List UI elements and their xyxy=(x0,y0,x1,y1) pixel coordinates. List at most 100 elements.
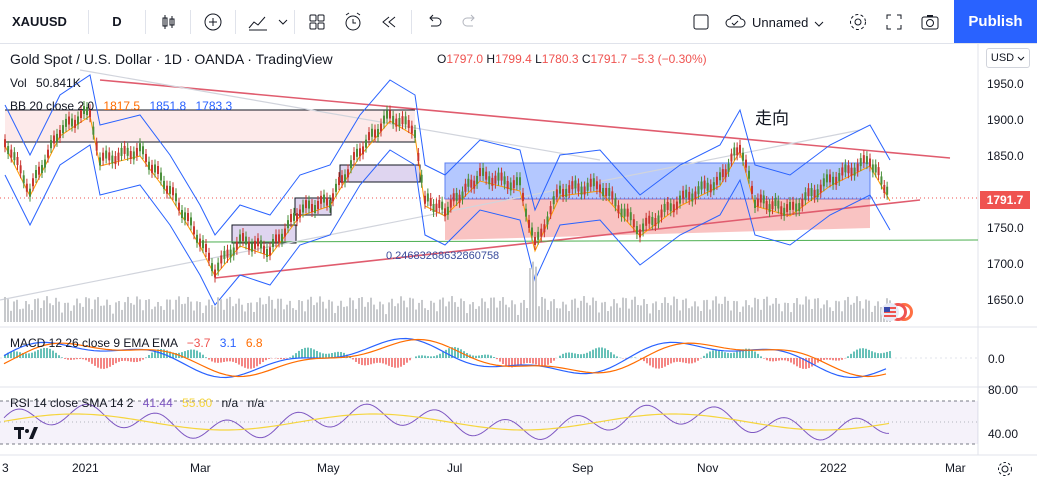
time-axis-label: 2022 xyxy=(820,461,847,475)
macd-histogram-bar xyxy=(199,352,201,358)
macd-histogram-bar xyxy=(820,358,822,361)
volume-bar xyxy=(427,309,429,322)
volume-bar xyxy=(373,304,375,322)
macd-histogram-bar xyxy=(61,357,63,358)
bar-style-icon[interactable] xyxy=(150,6,186,38)
chart-canvas[interactable] xyxy=(0,44,1037,494)
fullscreen-icon[interactable] xyxy=(876,6,912,38)
layout-name-button[interactable]: Unnamed xyxy=(724,6,824,38)
candle-body xyxy=(549,206,552,215)
volume-bar xyxy=(595,300,597,322)
settings-icon[interactable] xyxy=(840,6,876,38)
macd-histogram-bar xyxy=(205,357,207,358)
macd-histogram-bar xyxy=(208,358,210,360)
candle-body xyxy=(383,115,385,124)
candle-body xyxy=(819,184,822,193)
replay-icon[interactable] xyxy=(371,6,407,38)
volume-bar xyxy=(556,308,558,322)
volume-bar xyxy=(316,302,318,322)
candle-body xyxy=(540,228,543,237)
macd-histogram-bar xyxy=(460,349,462,358)
volume-bar xyxy=(13,301,15,322)
indicators-icon[interactable] xyxy=(240,6,276,38)
events-icon[interactable] xyxy=(878,302,918,322)
macd-histogram-bar xyxy=(670,358,672,364)
macd-histogram-bar xyxy=(127,358,129,362)
bb-legend[interactable]: BB 20 close 2 0 1817.5 1851.8 1783.3 xyxy=(10,99,232,113)
volume-bar xyxy=(433,302,435,322)
fullscreen-box-icon[interactable] xyxy=(683,6,719,38)
volume-legend[interactable]: Vol 50.841K xyxy=(10,76,81,90)
candle-body xyxy=(774,198,777,207)
candle-body xyxy=(461,191,464,200)
volume-bar xyxy=(262,304,264,322)
publish-button[interactable]: Publish xyxy=(954,0,1037,43)
volume-bar xyxy=(565,304,567,322)
candle-body xyxy=(99,157,101,166)
volume-bar xyxy=(472,302,474,322)
candle-body xyxy=(311,204,313,213)
alert-icon[interactable] xyxy=(335,6,371,38)
macd-histogram-bar xyxy=(487,354,489,358)
low-label: L xyxy=(535,52,542,66)
volume-bar xyxy=(670,305,672,322)
candle-body xyxy=(859,158,862,167)
candle-body xyxy=(95,142,98,151)
volume-bar xyxy=(664,297,666,322)
macd-histogram-bar xyxy=(46,347,48,358)
macd-histogram-bar xyxy=(157,349,159,358)
candle-body xyxy=(666,201,669,210)
macd-histogram-bar xyxy=(400,358,402,367)
candle-body xyxy=(626,208,629,217)
chevron-down-icon[interactable] xyxy=(276,6,290,38)
candle-body xyxy=(120,147,123,156)
rsi-legend[interactable]: RSI 14 close SMA 14 2 41.44 55.60 n/a n/… xyxy=(10,396,264,410)
candle-body xyxy=(386,110,388,119)
redo-icon[interactable] xyxy=(452,6,488,38)
volume-bar xyxy=(397,303,399,322)
volume-bar xyxy=(538,306,540,322)
macd-legend[interactable]: MACD 12 26 close 9 EMA EMA −3.7 3.1 6.8 xyxy=(10,336,263,350)
volume-bar xyxy=(199,302,201,322)
undo-icon[interactable] xyxy=(416,6,452,38)
trend-line-gray xyxy=(79,69,601,161)
volume-bar xyxy=(235,303,237,322)
macd-histogram-bar xyxy=(196,350,198,358)
macd-histogram-bar xyxy=(874,352,876,358)
time-axis-settings-icon[interactable] xyxy=(996,460,1014,483)
volume-bar xyxy=(376,309,378,322)
volume-bar xyxy=(808,299,810,322)
macd-histogram-bar xyxy=(7,352,9,358)
trend-line-upper xyxy=(99,79,951,159)
macd-histogram-bar xyxy=(226,358,228,362)
add-compare-icon[interactable] xyxy=(195,6,231,38)
candle-body xyxy=(424,195,426,204)
macd-histogram-bar xyxy=(475,355,477,358)
macd-histogram-bar xyxy=(133,358,135,363)
interval-button[interactable]: D xyxy=(112,14,122,29)
macd-histogram-bar xyxy=(34,351,36,358)
macd-histogram-bar xyxy=(67,358,69,360)
volume-bar xyxy=(526,307,528,322)
currency-select[interactable]: USD xyxy=(986,48,1030,68)
volume-bar xyxy=(811,308,813,322)
symbol-search-button[interactable]: XAUUSD xyxy=(12,14,67,29)
candle-body xyxy=(832,176,835,185)
candle-body xyxy=(509,182,512,191)
text-annotation[interactable]: 走向 xyxy=(755,109,789,128)
volume-bar xyxy=(481,298,483,322)
candle-body xyxy=(586,182,589,191)
layouts-icon[interactable] xyxy=(299,6,335,38)
candle-body xyxy=(332,193,334,202)
candle-body xyxy=(829,174,831,183)
volume-bar xyxy=(340,300,342,322)
volume-bar xyxy=(103,305,105,322)
volume-bar xyxy=(679,310,681,322)
candle-body xyxy=(697,186,700,195)
volume-bar xyxy=(184,303,186,322)
volume-bar xyxy=(529,268,531,322)
screenshot-icon[interactable] xyxy=(912,6,948,38)
candle-body xyxy=(13,152,16,161)
candle-body xyxy=(395,118,398,127)
macd-histogram-bar xyxy=(265,358,267,361)
